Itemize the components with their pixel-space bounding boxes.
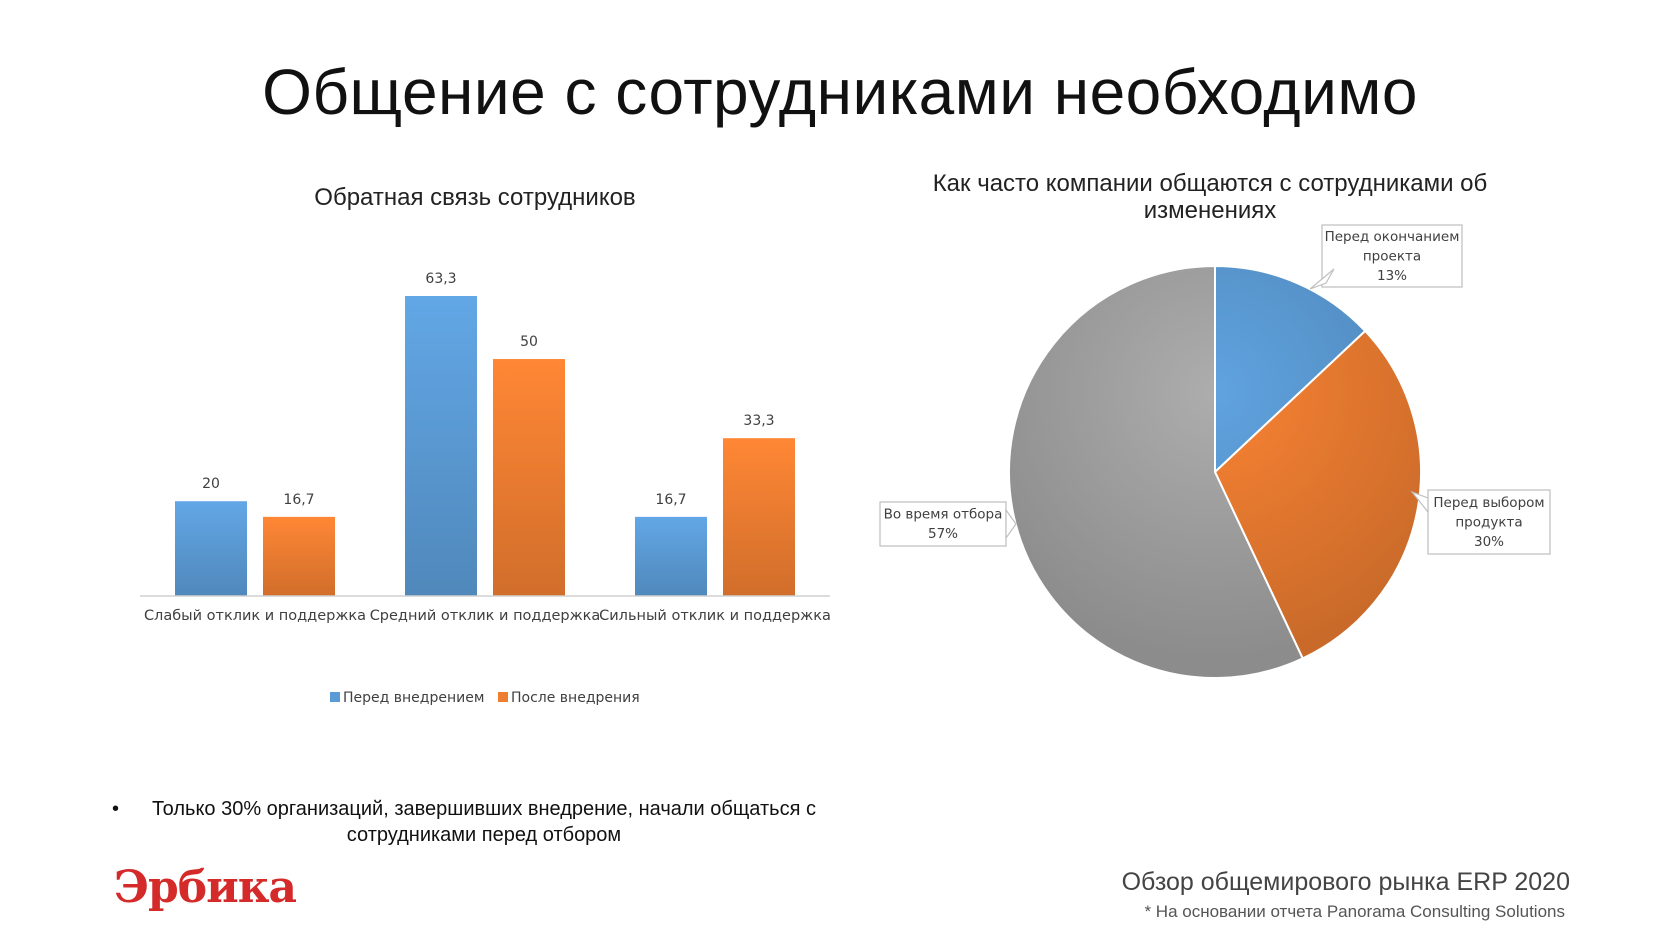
bar-before-3 bbox=[635, 516, 707, 596]
callout-pointer bbox=[1410, 490, 1429, 514]
pie-chart-title: Как часто компании общаются с сотрудника… bbox=[900, 170, 1520, 224]
pie-category-label: продукта bbox=[1455, 514, 1522, 530]
bullet-marker: • bbox=[112, 798, 120, 820]
legend-swatch bbox=[498, 692, 508, 702]
callout-pointer bbox=[1005, 508, 1017, 540]
legend-swatch bbox=[330, 692, 340, 702]
report-title: Обзор общемирового рынка ERP 2020 bbox=[1121, 868, 1570, 896]
pie-callout-3: Во время отбора 57% bbox=[879, 501, 1017, 547]
pie-value-label: 30% bbox=[1474, 534, 1504, 550]
category-label: Средний отклик и поддержка bbox=[370, 608, 601, 624]
bar-data-label: 16,7 bbox=[655, 492, 686, 508]
category-label: Сильный отклик и поддержка bbox=[599, 608, 831, 624]
callout-box bbox=[1321, 224, 1463, 288]
bar-data-label: 20 bbox=[202, 476, 220, 492]
pie-chart-title-line-2: изменениях bbox=[1143, 197, 1277, 224]
pie-callout-2: Перед выбором продукта 30% bbox=[1410, 489, 1551, 555]
bar-data-label: 16,7 bbox=[283, 492, 314, 508]
bar-before-1 bbox=[175, 501, 247, 596]
pie-category-label: Перед выбором bbox=[1433, 495, 1544, 511]
pie-slice-2 bbox=[1213, 329, 1422, 660]
legend-item: Перед внедрением bbox=[343, 690, 484, 706]
bar-chart-title: Обратная связь сотрудников bbox=[314, 184, 636, 211]
pie-category-label: Перед окончанием bbox=[1325, 229, 1460, 245]
callout-box bbox=[1427, 489, 1551, 555]
bullet-point: • Только 30% организаций, завершивших вн… bbox=[112, 796, 832, 848]
legend-item: После внедрения bbox=[511, 690, 640, 706]
bar-data-label: 33,3 bbox=[743, 413, 774, 429]
bar-after-2 bbox=[493, 359, 565, 596]
pie-slice-1 bbox=[1214, 264, 1367, 475]
company-logo: Эрбика bbox=[114, 862, 297, 913]
callout-pointer bbox=[1309, 268, 1335, 290]
pie-chart-title-line-1: Как часто компании общаются с сотрудника… bbox=[932, 170, 1488, 197]
page-title: Общение с сотрудниками необходимо bbox=[262, 56, 1418, 128]
bar-data-label: 63,3 bbox=[425, 271, 456, 287]
pie-value-label: 57% bbox=[928, 526, 958, 542]
bar-before-2 bbox=[405, 296, 477, 596]
pie-category-label: Во время отбора bbox=[884, 507, 1003, 523]
bullet-text: Только 30% организаций, завершивших внед… bbox=[152, 798, 816, 846]
bar-after-1 bbox=[263, 516, 335, 596]
pie-slice-3 bbox=[1008, 264, 1305, 679]
category-label: Слабый отклик и поддержка bbox=[144, 608, 366, 624]
pie-value-label: 13% bbox=[1377, 268, 1407, 284]
report-note: * На основании отчета Panorama Consultin… bbox=[1144, 902, 1565, 921]
pie-category-label: проекта bbox=[1363, 248, 1421, 264]
bar-data-label: 50 bbox=[520, 334, 538, 350]
pie-callout-1: Перед окончанием проекта 13% bbox=[1309, 224, 1463, 290]
bar-after-3 bbox=[723, 438, 795, 596]
